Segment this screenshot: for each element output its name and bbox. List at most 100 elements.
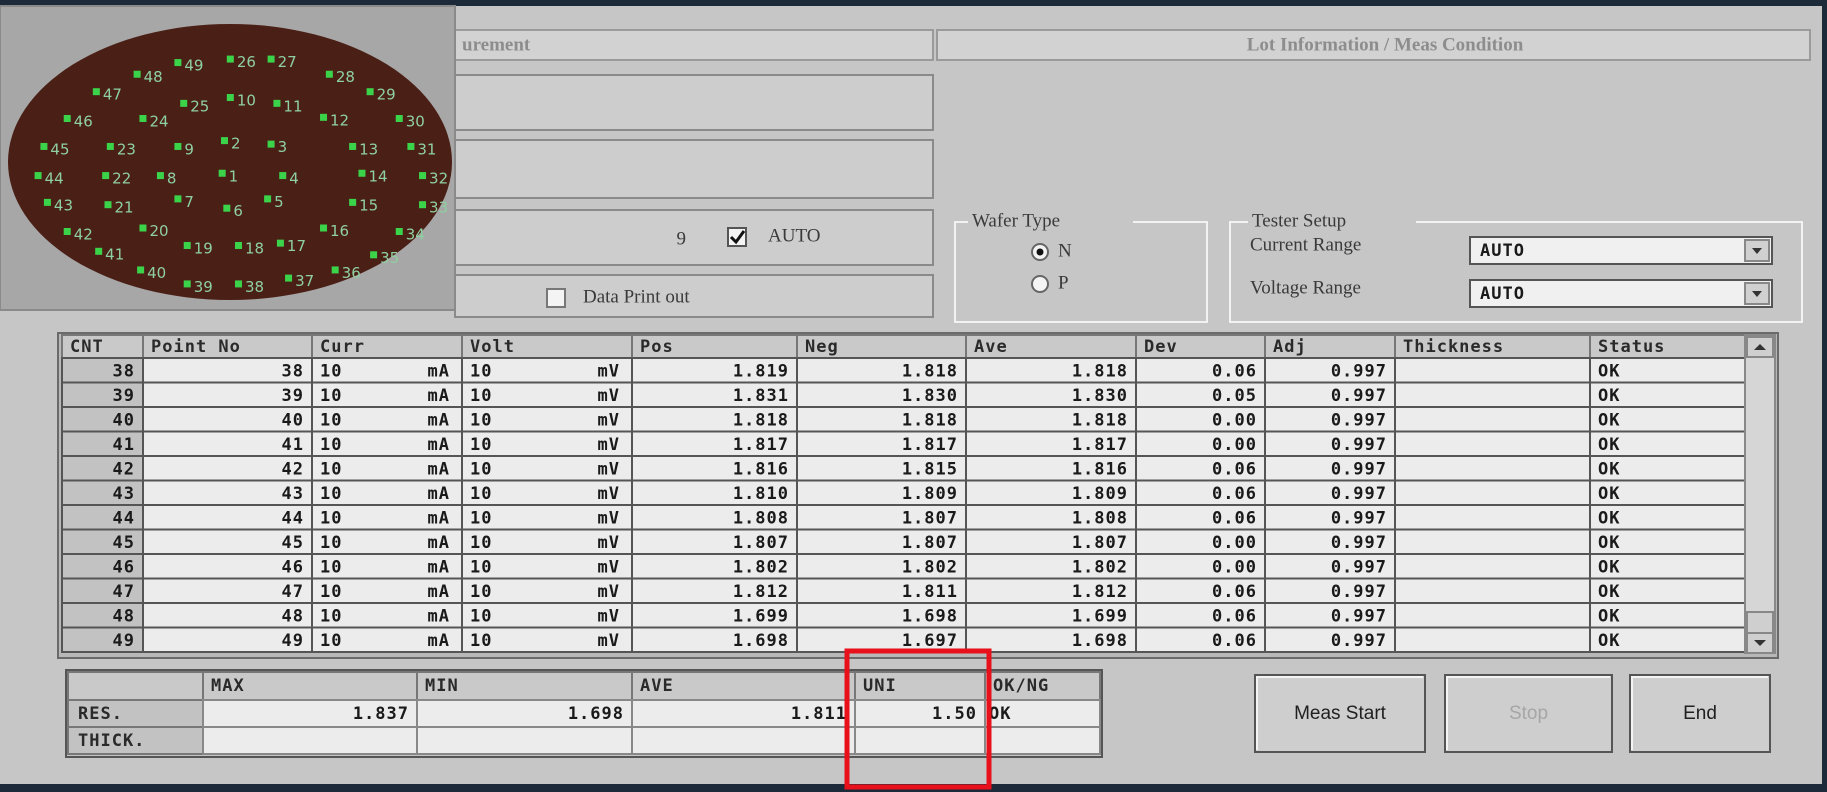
table-cell [1395,481,1590,506]
wafer-site [273,100,280,107]
table-cell-text: 40 [113,410,135,430]
table-cell-text: 10 [320,508,342,528]
table-cell-text: mV [598,557,620,577]
wafer-site [40,143,47,150]
table-cell-text: 10 [470,410,492,430]
wafer-site [157,172,164,179]
wafer-site [44,199,51,206]
table-cell-text: 10 [320,582,342,602]
wafer-site [223,205,230,212]
table-cell-text: 1.817 [1072,435,1128,455]
table-cell-text: 10 [320,606,342,626]
wafer-site-label: 23 [117,140,136,158]
table-cell-text: OK [1598,582,1620,602]
header-cell [68,672,203,700]
button-label: Stop [1509,703,1548,724]
wafer-site [227,94,234,101]
wafer-site-label: 30 [406,112,425,130]
checkbox[interactable] [547,289,565,307]
table-cell-text: 0.00 [1212,533,1257,553]
wafer-site-label: 29 [377,86,396,104]
table-cell-text: 0.06 [1212,582,1257,602]
dropdown-value: AUTO [1480,241,1525,261]
table-cell [1395,432,1590,457]
wafer-site [219,170,226,177]
wafer-site [349,143,356,150]
radio-label: P [1058,272,1069,293]
wafer-site-label: 10 [237,92,256,110]
column-header: Adj [1273,337,1307,357]
count: 9 [677,228,687,249]
wafer-site-label: 3 [278,138,288,156]
table-cell [1395,628,1590,653]
wafer-site [235,280,242,287]
button-label: Meas Start [1294,703,1387,724]
table-cell-text: mV [598,631,620,651]
table-cell-text: 10 [470,459,492,479]
wafer-site [184,280,191,287]
table-cell-text: 0.06 [1212,459,1257,479]
table-cell-text: OK [1598,631,1620,651]
scrollbar[interactable] [1745,335,1775,653]
table-cell-text: 1.698 [733,631,789,651]
scroll-thumb[interactable] [1747,612,1773,634]
table-cell-text: 44 [113,508,135,528]
table-cell-text: 1.818 [902,361,958,381]
screen: urement9AUTOData Print outLot Informatio… [0,0,1827,792]
wafer-site [174,143,181,150]
wafer-site-label: 25 [190,97,209,115]
table-cell-text: mA [428,410,450,430]
table-cell-text: 0.06 [1212,484,1257,504]
table-cell-text: 1.807 [902,533,958,553]
table-cell-text: 1.802 [1072,557,1128,577]
table-cell-text: 10 [320,361,342,381]
wafer-site [64,115,71,122]
table-cell-text: 1.807 [1072,533,1128,553]
table-cell-text: mA [428,459,450,479]
wafer-site-label: 33 [429,199,448,217]
table-cell-text: 1.699 [1072,606,1128,626]
wafer-site [285,275,292,282]
wafer-site-label: 18 [245,239,264,257]
table-cell-text: 0.997 [1331,386,1387,406]
table-cell [1395,456,1590,481]
table-cell-text: 1.802 [902,557,958,577]
wafer-site-label: 36 [342,264,361,282]
wafer-site [349,199,356,206]
table-cell [1395,603,1590,628]
column-header: Pos [640,337,674,357]
table-cell-text: mA [428,484,450,504]
wafer-site [139,115,146,122]
table-cell-text: 1.808 [733,508,789,528]
field [455,210,933,265]
table-cell-text: 43 [282,484,304,504]
wafer-site [367,88,374,95]
table-cell-text: 10 [470,386,492,406]
wafer-site [227,56,234,63]
radio[interactable] [1032,276,1048,292]
table-cell-text: 48 [282,606,304,626]
table-cell-text: 42 [113,459,135,479]
table-cell-text: mV [598,484,620,504]
group-title: Wafer Type [972,210,1060,231]
table-cell-text: mV [598,386,620,406]
table-cell-text: OK [1598,557,1620,577]
table-cell-text: mA [428,361,450,381]
column-header: UNI [863,676,897,696]
field-label: Current Range [1250,234,1361,255]
table-cell-text: 10 [320,533,342,553]
table-cell-text: 10 [470,508,492,528]
column-header: Volt [470,337,515,357]
summary-value: 1.811 [791,704,847,724]
table-cell-text: OK [1598,386,1620,406]
table-cell-text: mV [598,459,620,479]
table-cell-text: 1.809 [902,484,958,504]
table-cell-text: 0.06 [1212,508,1257,528]
table-cell-text: 0.997 [1331,606,1387,626]
wafer-site [95,248,102,255]
button-label: End [1683,703,1717,724]
wafer-site [370,251,377,258]
column-header: Thickness [1403,337,1504,357]
summary-cell [632,727,855,754]
table-cell-text: 48 [113,606,135,626]
